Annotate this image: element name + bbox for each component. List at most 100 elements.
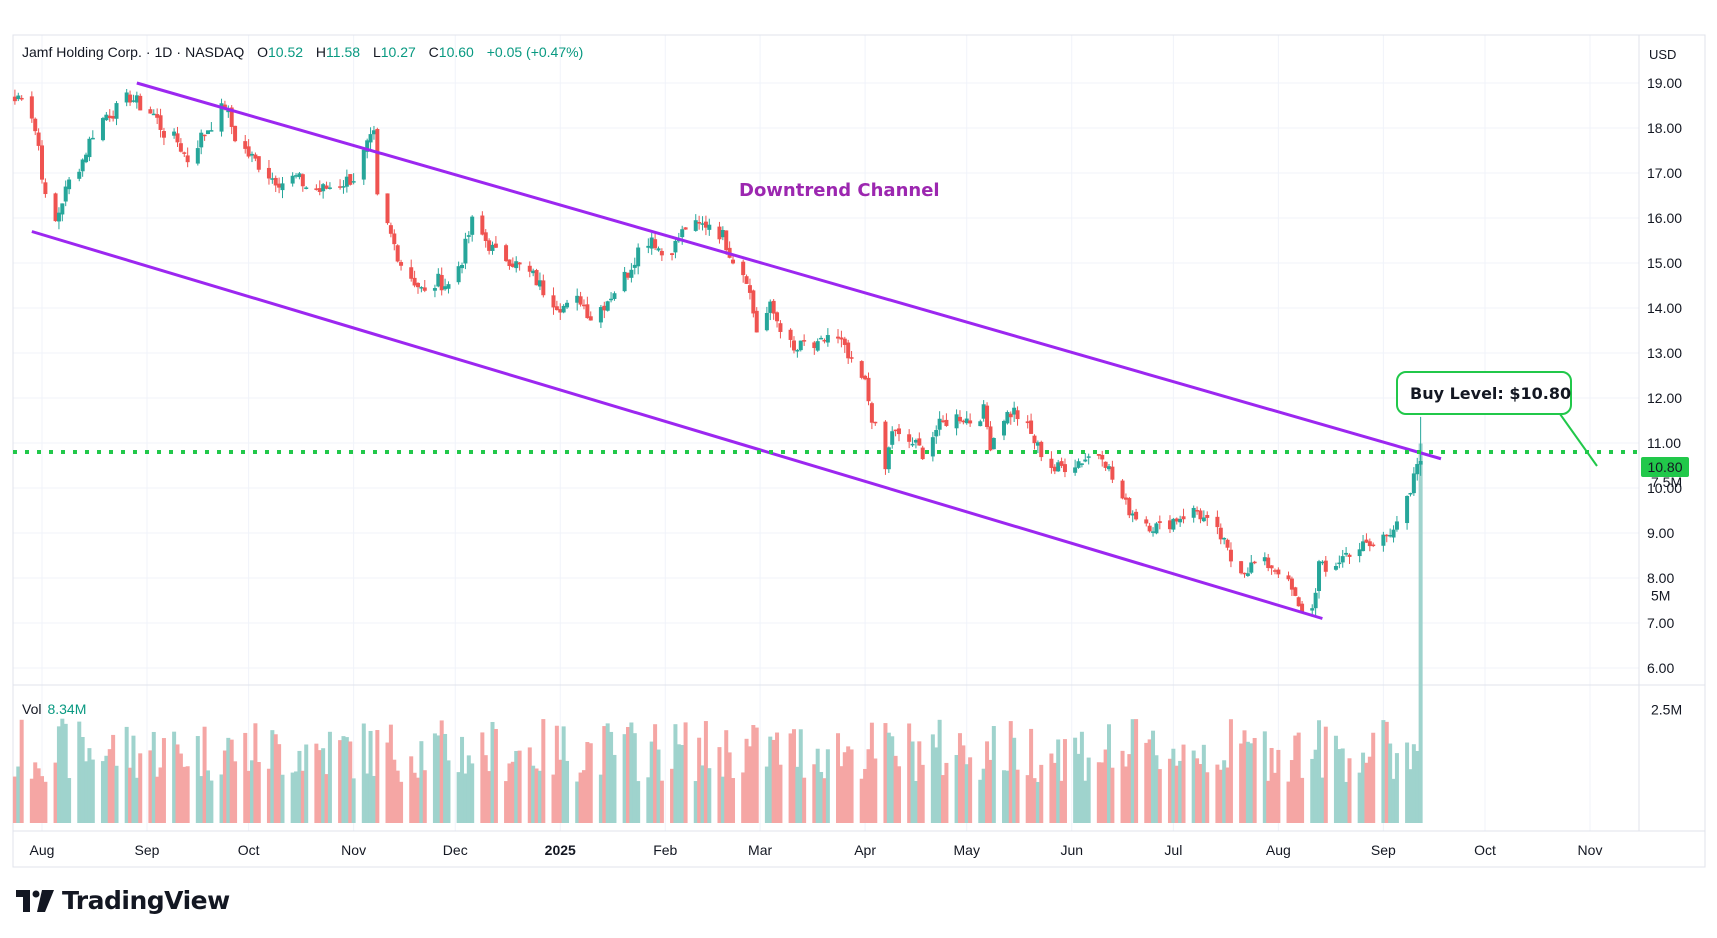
candle-body xyxy=(1371,544,1376,547)
volume-bar xyxy=(907,723,912,823)
candle-body xyxy=(1262,557,1267,562)
volume-bar xyxy=(253,723,258,823)
channel-lower-line[interactable] xyxy=(31,230,1323,620)
volume-bar xyxy=(419,741,424,823)
candle-body xyxy=(907,434,912,442)
volume-bar xyxy=(514,750,519,823)
candle-body xyxy=(1286,575,1291,580)
candle-body xyxy=(707,224,712,230)
volume-bar xyxy=(1337,749,1342,823)
time-tick-label: May xyxy=(954,842,980,858)
volume-bar xyxy=(151,731,156,823)
volume-bar xyxy=(802,777,807,823)
candle-body xyxy=(1333,565,1338,570)
candle-body xyxy=(917,438,922,446)
volume-bar xyxy=(741,772,746,823)
volume-bar xyxy=(107,749,112,823)
candle-body xyxy=(1394,521,1399,530)
volume-bar xyxy=(812,764,817,823)
volume-bar xyxy=(493,728,498,823)
candle-body xyxy=(33,118,38,132)
candle-body xyxy=(300,174,305,187)
volume-bar xyxy=(490,721,495,823)
volume-bar xyxy=(717,747,722,823)
candle-body xyxy=(883,421,888,470)
volume-bar xyxy=(565,760,570,823)
volume-bar xyxy=(1056,739,1061,823)
candle-body xyxy=(1272,570,1277,572)
volume-bar xyxy=(1388,743,1393,823)
volume-bar xyxy=(29,778,34,823)
candle-body xyxy=(920,447,925,460)
tradingview-logo[interactable]: TradingView xyxy=(16,886,230,915)
candle-body xyxy=(717,226,722,240)
volume-bar xyxy=(36,768,41,823)
candle-body xyxy=(226,109,231,113)
candle-body xyxy=(199,132,204,148)
candle-body xyxy=(439,275,444,291)
candle-body xyxy=(575,295,580,303)
time-axis[interactable]: Aug Sep Oct Nov Dec 2025 Feb Mar Apr May Jun Jul Aug… xyxy=(30,842,1603,858)
candle-body xyxy=(670,253,675,255)
volume-bar xyxy=(341,736,346,823)
volume-bar xyxy=(16,766,21,823)
candle-body xyxy=(1252,561,1257,564)
candle-body xyxy=(795,350,800,352)
candle-body xyxy=(791,340,796,351)
volume-bar xyxy=(290,772,295,823)
price-tick-label: 7.00 xyxy=(1647,615,1674,631)
volume-bar xyxy=(246,770,251,823)
volume-bar xyxy=(1320,777,1325,823)
volume-bar xyxy=(1120,750,1125,823)
volume-bar xyxy=(659,780,664,823)
candle-body xyxy=(1144,519,1149,524)
candle-body xyxy=(202,134,207,137)
volume-bar xyxy=(1005,770,1010,823)
volume-bar xyxy=(128,767,133,823)
candle-body xyxy=(161,131,166,138)
volume-bar xyxy=(409,756,414,823)
volume-bar xyxy=(40,776,44,823)
volume-bar xyxy=(581,770,586,823)
candle-body xyxy=(1293,587,1298,596)
volume-bar xyxy=(588,743,593,823)
volume-bar xyxy=(981,768,986,823)
volume-bar xyxy=(842,752,847,823)
volume-bar xyxy=(1391,778,1396,823)
volume-bar xyxy=(1025,775,1030,823)
candle-body xyxy=(195,148,200,164)
volume-bar xyxy=(87,748,92,823)
volume-bar xyxy=(1039,764,1044,823)
volume-bar xyxy=(849,749,854,823)
volume-bar xyxy=(1222,760,1227,823)
volume-bar xyxy=(422,770,427,823)
candle-body xyxy=(1076,461,1081,468)
volume-bar xyxy=(432,733,437,823)
candle-body xyxy=(443,286,448,290)
channel-upper-line[interactable] xyxy=(136,81,1442,461)
time-tick-label: Sep xyxy=(1371,842,1396,858)
volume-bar xyxy=(317,750,322,823)
volume-bar xyxy=(1411,744,1416,823)
candle-body xyxy=(1110,466,1115,480)
volume-bar xyxy=(1147,739,1152,823)
volume-bar xyxy=(182,766,187,823)
candle-body xyxy=(182,152,187,154)
volume-bar xyxy=(277,744,282,823)
candle-body xyxy=(1073,467,1078,473)
candle-body xyxy=(338,186,343,188)
volume-bar xyxy=(1154,755,1159,823)
volume-bar xyxy=(1228,719,1233,823)
price-axis[interactable]: 19.00 18.00 17.00 16.00 15.00 14.00 13.00 12.00… xyxy=(1647,75,1682,676)
volume-bar xyxy=(707,768,712,823)
candle-body xyxy=(697,222,702,224)
volume-bar xyxy=(361,723,366,823)
volume-bar xyxy=(622,734,627,823)
candle-body xyxy=(111,115,116,119)
currency-selector[interactable]: USD xyxy=(1649,47,1677,62)
volume-bar xyxy=(504,781,509,823)
candle-body xyxy=(304,187,309,189)
candle-body xyxy=(1320,561,1325,564)
buy-level-callout[interactable]: Buy Level: $10.80 xyxy=(1396,371,1598,467)
